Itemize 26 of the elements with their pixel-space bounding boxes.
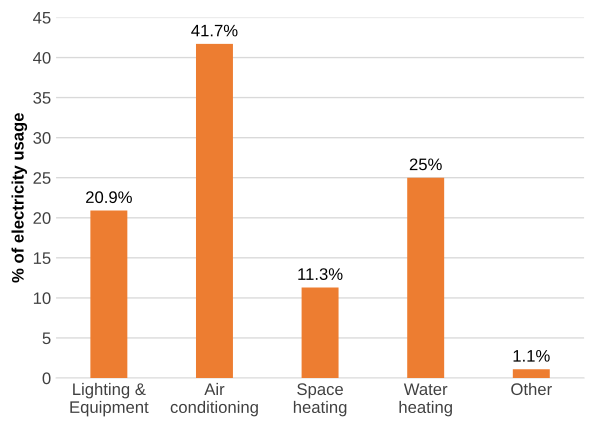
y-tick-label: 25 [33,172,50,184]
y-tick-label: 15 [34,252,50,264]
y-tick-label: 0 [42,372,51,384]
y-tick-label: 20 [33,212,51,224]
y-tick-label: 40 [33,52,51,64]
bar [196,44,233,378]
y-tick-label: 45 [33,12,50,24]
data-label: 25% [410,158,442,170]
y-tick-label: 35 [33,92,50,104]
bar [302,287,339,378]
x-tick-label: Lighting & Equipment [70,382,149,416]
x-tick-label: Water heating [400,383,452,416]
data-label: 20.9% [86,191,132,204]
y-tick-label: 5 [42,332,50,344]
y-tick-label: 30 [33,132,51,144]
bar [512,369,550,378]
bar [90,210,128,378]
x-tick-label: Other [511,382,552,396]
y-axis-title: % of electricity usage [11,113,28,283]
x-tick-label: Air conditioning [170,382,258,416]
x-tick-label: Space heating [294,383,346,416]
data-label: 11.3% [298,268,342,280]
data-label: 41.7% [191,24,238,36]
data-label: 1.1% [514,350,550,362]
bar [407,178,444,378]
y-tick-label: 10 [34,292,51,304]
